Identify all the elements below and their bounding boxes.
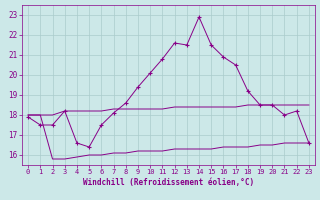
X-axis label: Windchill (Refroidissement éolien,°C): Windchill (Refroidissement éolien,°C) bbox=[83, 178, 254, 187]
